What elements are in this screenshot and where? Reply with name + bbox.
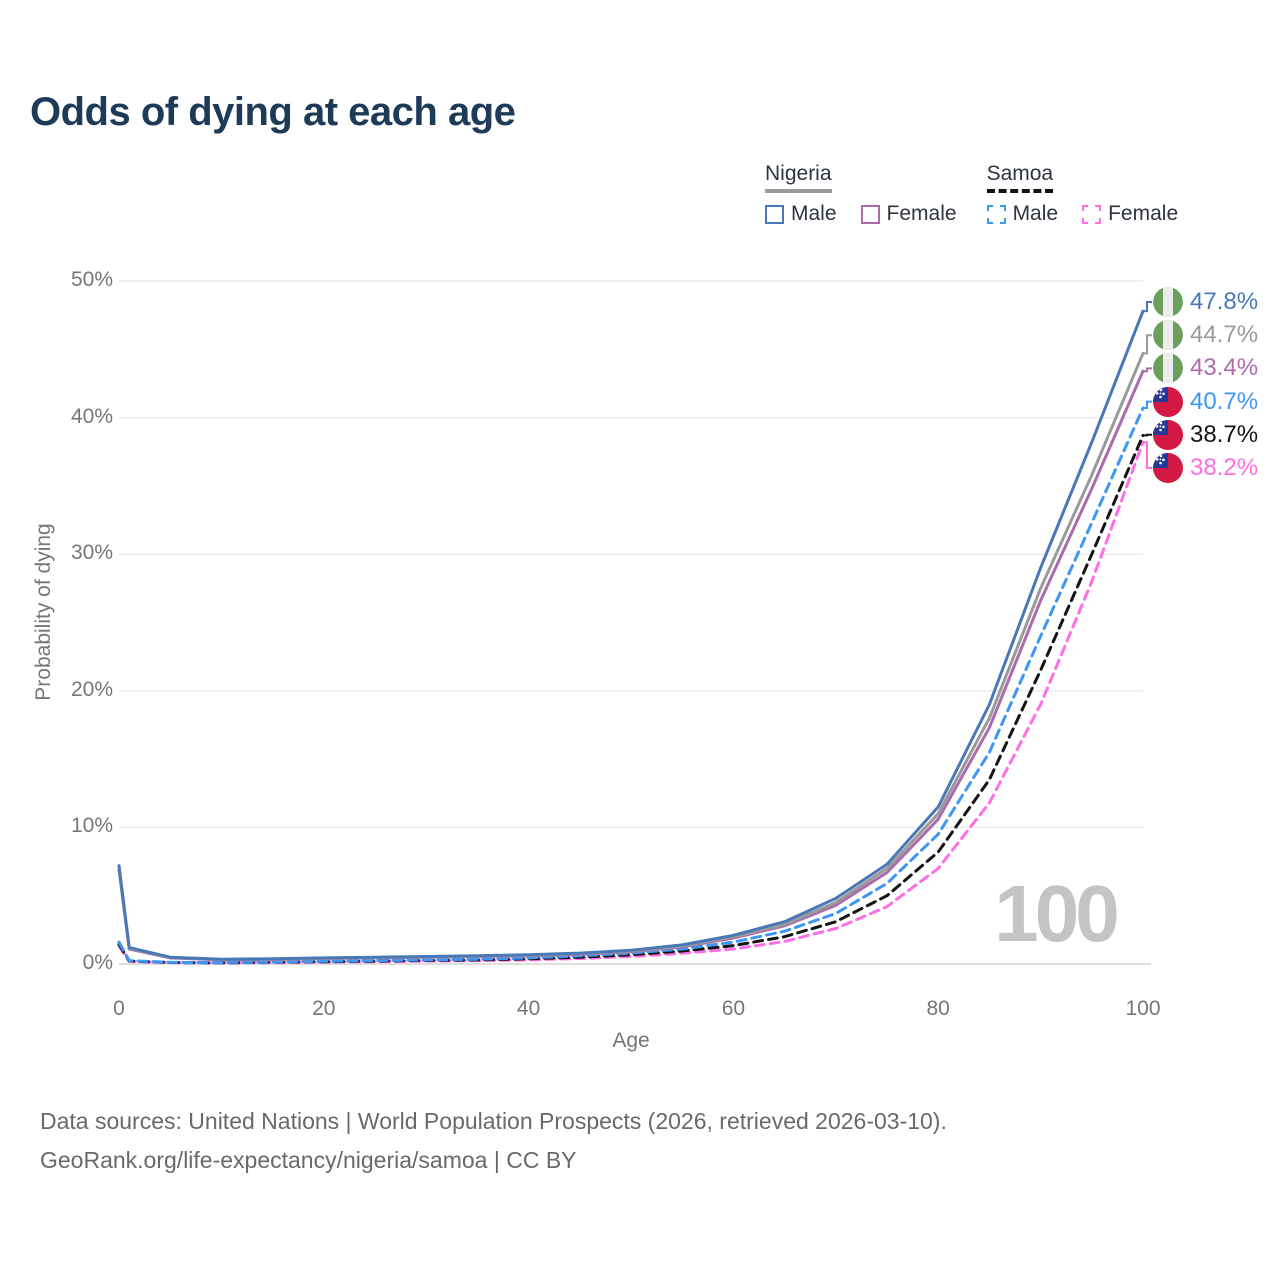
legend-group-samoa: Samoa Male Female	[986, 162, 1178, 226]
y-tick-40: 40%	[70, 404, 113, 428]
end-label-value-samoa-all: 38.7%	[1190, 420, 1259, 448]
footer-data-sources: Data sources: United Nations | World Pop…	[40, 1108, 947, 1134]
end-label-value-nigeria-male: 47.8%	[1190, 288, 1259, 315]
samoa-female-swatch-icon	[1082, 204, 1102, 224]
end-label-value-samoa-female: 38.2%	[1190, 454, 1259, 481]
legend-group-nigeria: Nigeria Male Female	[765, 162, 957, 226]
x-tick-80: 80	[926, 997, 950, 1020]
legend-country-nigeria[interactable]: Nigeria	[765, 162, 832, 193]
end-label-connector-samoa-female	[1142, 441, 1152, 469]
end-label-row-samoa-male: 40.7%	[1153, 386, 1259, 417]
samoa-flag-icon	[1153, 453, 1183, 483]
end-label-value-nigeria-female: 43.4%	[1190, 354, 1259, 382]
legend: Nigeria Male Female Samoa Male	[765, 162, 1178, 226]
y-tick-50: 50%	[70, 268, 113, 291]
nigeria-flag-icon	[1153, 353, 1183, 384]
x-axis-title: Age	[612, 1029, 650, 1052]
samoa-flag-icon	[1153, 419, 1183, 450]
y-tick-20: 20%	[70, 677, 113, 701]
end-label-connector-nigeria-male	[1142, 301, 1152, 313]
nigeria-flag-icon	[1153, 287, 1183, 317]
end-label-connector-nigeria-female	[1142, 367, 1152, 373]
end-label-row-nigeria-female: 43.4%	[1153, 353, 1259, 384]
end-label-row-nigeria-all: 44.7%	[1153, 320, 1259, 351]
legend-label-samoa-male: Male	[1012, 202, 1059, 225]
series-line-nigeria-male[interactable]	[117, 309, 1145, 961]
samoa-flag-icon	[1153, 386, 1183, 417]
x-tick-0: 0	[113, 997, 125, 1020]
end-label-value-samoa-male: 40.7%	[1190, 387, 1259, 415]
legend-country-samoa[interactable]: Samoa	[986, 162, 1054, 193]
end-label-row-samoa-female: 38.2%	[1153, 453, 1258, 483]
y-axis-title: Probability of dying	[32, 523, 55, 701]
end-label-row-nigeria-male: 47.8%	[1153, 287, 1258, 317]
footer: Data sources: United Nations | World Pop…	[40, 1102, 947, 1180]
end-label-value-nigeria-all: 44.7%	[1190, 321, 1259, 349]
end-label-connector-samoa-male	[1142, 400, 1152, 409]
y-tick-30: 30%	[70, 541, 113, 565]
samoa-male-swatch-icon	[986, 204, 1006, 224]
nigeria-male-swatch-icon	[765, 204, 784, 224]
age-counter-watermark: 100	[994, 869, 1119, 958]
x-tick-40: 40	[516, 997, 541, 1020]
legend-item-nigeria-female[interactable]: Female	[860, 202, 957, 226]
nigeria-female-swatch-icon	[860, 204, 880, 224]
legend-items-nigeria: Male Female	[765, 202, 957, 226]
nigeria-flag-icon	[1153, 320, 1183, 351]
x-tick-60: 60	[721, 997, 746, 1020]
legend-label-samoa-female: Female	[1108, 202, 1179, 225]
legend-label-nigeria-male: Male	[791, 202, 837, 225]
y-tick-0: 0%	[82, 951, 113, 974]
x-tick-20: 20	[312, 997, 336, 1020]
legend-item-samoa-male[interactable]: Male	[986, 202, 1059, 226]
footer-attribution: GeoRank.org/life-expectancy/nigeria/samo…	[40, 1147, 577, 1173]
x-tick-100: 100	[1125, 997, 1161, 1020]
end-label-connector-samoa-all	[1142, 433, 1152, 437]
y-tick-10: 10%	[70, 814, 113, 838]
legend-item-nigeria-male[interactable]: Male	[765, 202, 837, 226]
end-label-connector-nigeria-all	[1142, 334, 1152, 355]
legend-item-samoa-female[interactable]: Female	[1082, 202, 1178, 226]
page-title: Odds of dying at each age	[30, 90, 516, 134]
legend-label-nigeria-female: Female	[886, 202, 957, 225]
legend-items-samoa: Male Female	[986, 202, 1178, 226]
end-label-row-samoa-all: 38.7%	[1153, 419, 1259, 450]
